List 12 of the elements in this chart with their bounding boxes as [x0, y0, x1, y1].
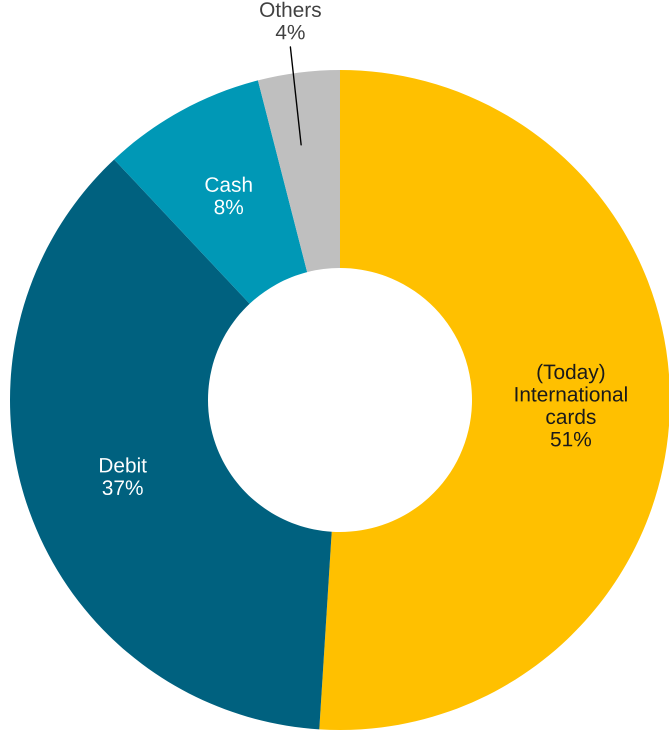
slice-label: Cash [205, 176, 252, 192]
donut-slice [114, 80, 308, 304]
donut-slice [319, 70, 669, 730]
slice-label: (Today) International cards [515, 364, 627, 424]
donut-slice [258, 70, 340, 272]
data-label: 8% [214, 200, 244, 214]
slice-label: Debit [100, 457, 147, 473]
slice-label: Others [260, 2, 321, 18]
data-label: 51% [550, 432, 591, 447]
donut-slice [10, 159, 332, 730]
data-label: 4% [276, 24, 305, 40]
data-label: 37% [102, 480, 143, 496]
